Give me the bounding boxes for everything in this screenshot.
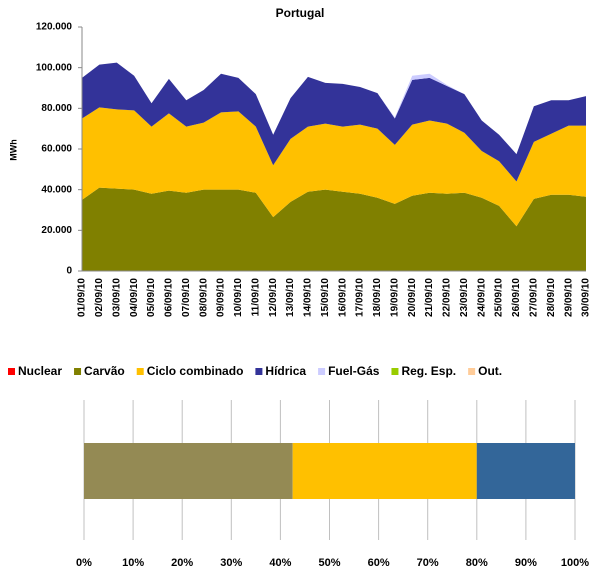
x-tick-label: 100% (561, 557, 589, 569)
legend-swatch (318, 368, 326, 375)
legend-label: Hídrica (265, 364, 306, 378)
area (82, 107, 586, 227)
bar-segment (84, 443, 293, 499)
legend-swatch (391, 368, 399, 375)
x-tick-label: 03/09/10 (111, 278, 122, 317)
x-tick-label: 02/09/10 (94, 278, 105, 317)
x-tick-label: 20% (171, 557, 193, 569)
x-tick-label: 14/09/10 (303, 278, 314, 317)
legend-swatch (468, 368, 476, 375)
x-tick-label: 27/09/10 (529, 278, 540, 317)
area (82, 62, 586, 182)
x-tick-label: 28/09/10 (546, 278, 557, 317)
x-tick-label: 90% (515, 557, 537, 569)
bar-segment (292, 443, 477, 499)
x-tick-label: 50% (318, 557, 340, 569)
x-tick-label: 60% (368, 557, 390, 569)
x-tick-label: 21/09/10 (424, 278, 435, 317)
x-tick-label: 18/09/10 (372, 278, 383, 317)
x-tick-label: 22/09/10 (442, 278, 453, 317)
x-tick-label: 20/09/10 (407, 278, 418, 317)
x-tick-label: 04/09/10 (129, 278, 140, 317)
x-tick-label: 08/09/10 (198, 278, 209, 317)
legend-swatch (8, 368, 15, 375)
x-tick-label: 01/09/10 (77, 278, 88, 317)
legend-label: Ciclo combinado (147, 364, 244, 378)
x-tick-label: 80% (466, 557, 488, 569)
x-tick-label: 30% (220, 557, 242, 569)
x-tick-label: 10% (122, 557, 144, 569)
y-tick-label: 60.000 (41, 144, 72, 155)
x-tick-label: 29/09/10 (563, 278, 574, 317)
x-tick-label: 11/09/10 (250, 278, 261, 317)
x-tick-label: 17/09/10 (355, 278, 366, 317)
legend-label: Fuel-Gás (328, 364, 380, 378)
x-tick-label: 05/09/10 (146, 278, 157, 317)
x-tick-label: 26/09/10 (511, 278, 522, 317)
y-tick-label: 0 (66, 266, 72, 277)
x-tick-label: 23/09/10 (459, 278, 470, 317)
legend-swatch (255, 368, 263, 375)
x-tick-label: 12/09/10 (268, 278, 279, 317)
x-tick-label: 30/09/10 (581, 278, 592, 317)
y-tick-label: 100.000 (36, 62, 73, 73)
x-tick-label: 07/09/10 (181, 278, 192, 317)
x-tick-label: 70% (417, 557, 439, 569)
legend-swatch (74, 368, 82, 375)
x-tick-label: 19/09/10 (389, 278, 400, 317)
legend-label: Reg. Esp. (401, 364, 456, 378)
legend-label: Out. (478, 364, 502, 378)
x-tick-label: 25/09/10 (494, 278, 505, 317)
legend-swatch (136, 368, 144, 375)
y-tick-label: 20.000 (41, 225, 72, 236)
y-tick-label: 40.000 (41, 184, 72, 195)
bar-segment (476, 443, 575, 499)
x-tick-label: 13/09/10 (285, 278, 296, 317)
area (82, 187, 586, 271)
x-tick-label: 0% (76, 557, 92, 569)
x-tick-label: 24/09/10 (476, 278, 487, 317)
x-tick-label: 10/09/10 (233, 278, 244, 317)
x-tick-label: 15/09/10 (320, 278, 331, 317)
y-axis-label: MWh (8, 139, 18, 161)
x-tick-label: 09/09/10 (216, 278, 227, 317)
x-tick-label: 40% (269, 557, 291, 569)
legend-label: Carvão (84, 364, 125, 378)
legend-label: Nuclear (18, 364, 62, 378)
y-tick-label: 120.000 (36, 22, 73, 33)
x-tick-label: 16/09/10 (337, 278, 348, 317)
y-tick-label: 80.000 (41, 103, 72, 114)
chart-title: Portugal (276, 6, 325, 20)
x-tick-label: 06/09/10 (164, 278, 175, 317)
